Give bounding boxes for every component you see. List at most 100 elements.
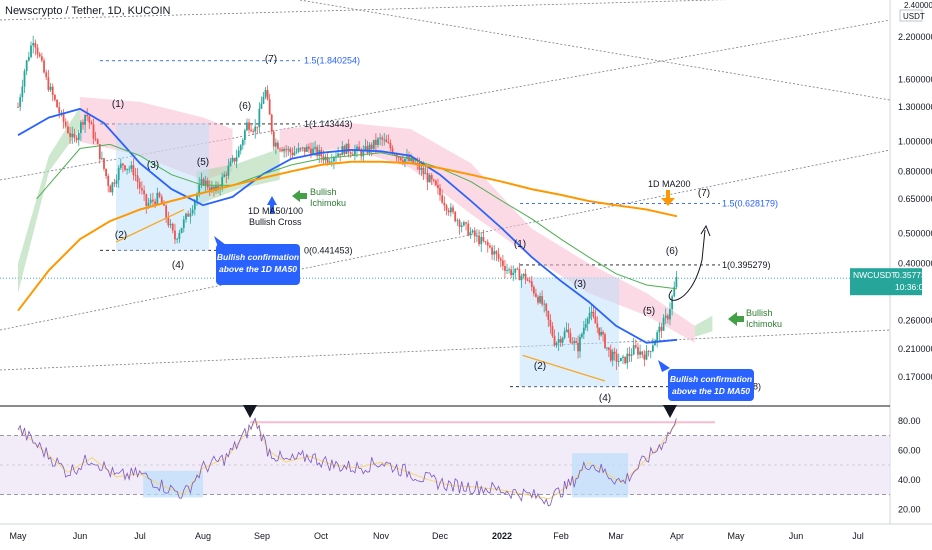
- candle-body: [47, 77, 50, 90]
- candle-body: [287, 148, 290, 150]
- candle-body: [604, 334, 606, 348]
- candle-body: [274, 142, 277, 147]
- candle-body: [312, 148, 314, 155]
- candle-body: [109, 185, 112, 193]
- channel-line: [0, 329, 890, 371]
- candle-body: [475, 235, 478, 237]
- candle-body: [522, 273, 525, 277]
- time-tick-label: Aug: [195, 531, 211, 541]
- candle-body: [229, 161, 232, 166]
- fib-label: 0(0.441453): [304, 245, 353, 255]
- candle-body: [270, 114, 273, 132]
- candle-body: [158, 192, 161, 197]
- candle-body: [132, 165, 135, 176]
- candle-body: [256, 126, 259, 128]
- bullish-ichimoku-text-2b: Ichimoku: [746, 319, 782, 329]
- price-axis[interactable]: 2.200000 1.600000 1.300000 1.000000 0.800000…: [898, 32, 932, 382]
- candle-body: [660, 326, 663, 331]
- candle-body: [504, 266, 506, 271]
- candle-body: [600, 332, 603, 336]
- candle-body: [430, 175, 433, 180]
- candle-body: [176, 238, 179, 240]
- wave-label: (4): [172, 260, 184, 271]
- wave-label: (6): [239, 101, 251, 112]
- candle-body: [339, 153, 342, 156]
- candle-body: [185, 213, 187, 220]
- candle-body: [512, 272, 515, 276]
- candle-body: [117, 167, 120, 181]
- candle-body: [381, 137, 384, 140]
- rsi-peak-marker-1: [243, 405, 257, 418]
- candle-body: [535, 293, 537, 297]
- candle-body: [73, 133, 76, 138]
- candle-body: [422, 168, 425, 175]
- wave-label: (6): [666, 246, 678, 257]
- candle-body: [326, 156, 329, 163]
- time-tick-label: Feb: [553, 531, 569, 541]
- candle-body: [193, 200, 196, 210]
- candle-body: [387, 142, 390, 143]
- price-badge-value: 0.357739: [895, 270, 931, 280]
- candle-body: [111, 182, 114, 193]
- candle-body: [669, 309, 671, 320]
- confirmation-callout-2: Bullish confirmation above the 1D MA50: [658, 360, 754, 401]
- candle-body: [180, 227, 183, 233]
- candle-body: [351, 153, 354, 155]
- candle-body: [165, 205, 168, 218]
- candle-body: [514, 268, 517, 273]
- candle-body: [163, 204, 165, 206]
- candle-body: [543, 303, 546, 305]
- candle-body: [624, 356, 627, 364]
- ma200-line: [17, 160, 678, 312]
- candle-body: [237, 150, 240, 158]
- candle-body: [217, 185, 219, 189]
- candle-body: [520, 276, 523, 281]
- ma-cross-annotation: 1D MA50/100 Bullish Cross: [248, 196, 303, 227]
- candle-body: [243, 130, 246, 141]
- candle-body: [462, 222, 465, 226]
- candle-body: [524, 273, 527, 280]
- candle-body: [69, 133, 71, 137]
- callout-text-1b: above the 1D MA50: [219, 264, 297, 274]
- candle-body: [416, 162, 419, 164]
- candle-body: [285, 149, 288, 150]
- time-axis[interactable]: May Jun Jul Aug Sep Oct Nov Dec 2022 Feb Mar Apr May…: [9, 531, 863, 541]
- rsi-line: [17, 417, 677, 507]
- candle-body: [454, 211, 457, 222]
- candle-body: [283, 149, 286, 152]
- candle-body: [124, 165, 126, 170]
- candle-body: [134, 175, 137, 176]
- candle-body: [510, 269, 513, 276]
- candle-body: [617, 361, 620, 362]
- candle-body: [136, 175, 139, 182]
- candle-body: [547, 310, 550, 320]
- time-tick-label: May: [9, 531, 27, 541]
- candle-body: [428, 175, 431, 183]
- candle-body: [156, 192, 159, 205]
- candle-body: [497, 253, 500, 259]
- candle-body: [154, 201, 157, 205]
- wave-label: (3): [574, 279, 586, 290]
- candle-body: [62, 112, 65, 122]
- candle-body: [171, 223, 174, 231]
- candle-body: [489, 245, 491, 248]
- candle-body: [539, 296, 541, 303]
- candle-body: [563, 331, 566, 338]
- candle-body: [358, 146, 360, 151]
- candle-body: [40, 56, 43, 61]
- rsi-tick-label: 60.00: [898, 445, 921, 455]
- candle-body: [426, 173, 429, 183]
- candle-body: [391, 148, 394, 154]
- candle-body: [383, 139, 386, 141]
- ma100-line: [36, 143, 678, 290]
- candle-body: [107, 176, 110, 186]
- candle-body: [482, 236, 485, 242]
- fib-label: 1.5(1.840254): [304, 56, 360, 66]
- candle-body: [208, 187, 211, 192]
- candle-body: [167, 217, 170, 226]
- candle-body: [602, 332, 604, 335]
- candle-body: [434, 180, 437, 186]
- ma-cross-text-1: 1D MA50/100: [248, 206, 303, 216]
- candle-body: [370, 144, 373, 149]
